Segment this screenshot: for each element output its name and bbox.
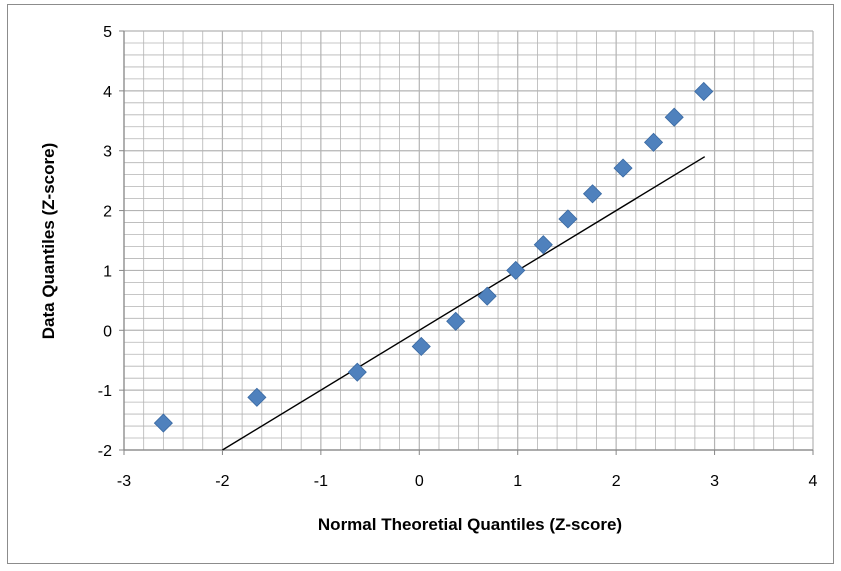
x-tick-label: -1 [314,473,328,490]
data-point-marker [347,362,367,382]
y-tick-label: 3 [103,144,112,161]
reference-line-layer [222,156,706,451]
y-tick-label: -2 [98,443,112,460]
data-point-marker [664,107,684,127]
x-tick-label: 4 [809,473,818,490]
x-axis-title: Normal Theoretial Quantiles (Z-score) [318,515,622,534]
plot-area [124,31,813,450]
x-tick-label: 2 [612,473,621,490]
x-tick-label: -3 [117,473,131,490]
y-tick-label: 0 [103,323,112,340]
data-point-marker [506,260,526,280]
y-tick-label: -1 [98,383,112,400]
data-point-marker [643,132,664,152]
data-points [153,81,714,433]
y-tick-label: 4 [103,84,112,101]
data-point-marker [247,387,267,407]
x-tick-label: 0 [415,473,424,490]
data-point-marker [446,311,466,331]
x-tick-label: 3 [710,473,719,490]
y-tick-label: 1 [103,263,112,280]
data-point-marker [411,336,431,357]
data-point-marker [582,184,603,204]
data-point-marker [558,209,578,229]
gridlines [123,30,814,451]
y-tick-label: 2 [103,204,112,221]
data-point-marker [694,81,714,102]
y-tick-labels: -2 -1 0 1 2 3 4 5 [98,24,124,460]
y-axis-title: Data Quantiles (Z-score) [39,143,58,340]
data-point-marker [153,413,173,433]
y-tick-label: 5 [103,24,112,41]
data-point-marker [613,158,633,178]
data-point-marker [533,235,553,255]
x-tick-labels: -3 -2 -1 0 1 2 3 4 [117,450,818,490]
data-point-marker [477,286,497,306]
x-tick-label: -2 [215,473,229,490]
x-tick-label: 1 [513,473,522,490]
reference-line [222,156,706,451]
